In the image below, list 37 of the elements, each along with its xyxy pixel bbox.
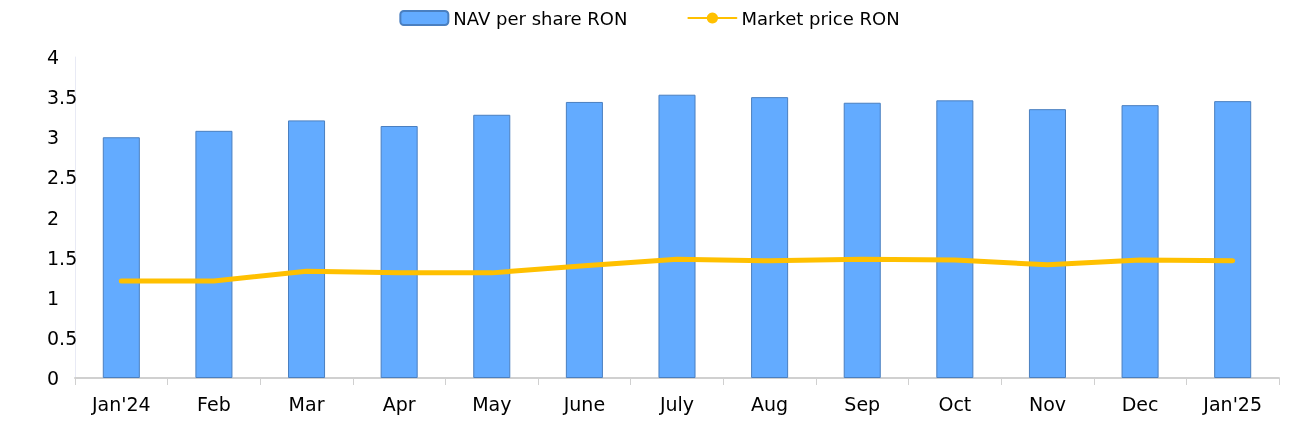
x-tick-label: Apr	[382, 392, 416, 415]
bar	[658, 94, 696, 378]
y-tick-label: 2.5	[47, 166, 78, 189]
x-tick-label: Dec	[1121, 392, 1159, 415]
x-tick-label: Mar	[288, 392, 325, 415]
x-tick-label: Nov	[1028, 392, 1067, 415]
x-tick-label: May	[472, 392, 512, 415]
bar	[1121, 105, 1159, 378]
x-tick-label: Oct	[938, 392, 972, 415]
x-tick-label: Sep	[844, 392, 881, 415]
bar	[1214, 101, 1252, 378]
bar	[288, 120, 326, 378]
bar	[936, 100, 974, 378]
x-tick-label: June	[562, 392, 606, 415]
y-tick-label: 3.5	[47, 86, 78, 109]
legend-label: Market price RON	[741, 7, 900, 29]
y-tick-label: 0	[47, 367, 60, 389]
x-tick-label: Jan'25	[1202, 392, 1263, 415]
y-tick-label: 2	[47, 206, 60, 229]
y-tick-label: 4	[47, 46, 60, 68]
bar	[380, 126, 418, 378]
bar	[195, 130, 233, 378]
bar	[473, 114, 511, 378]
bar	[102, 137, 140, 378]
bar	[751, 97, 789, 378]
y-tick-label: 3	[47, 126, 60, 149]
bar	[565, 101, 603, 378]
x-tick-label: Jan'24	[90, 392, 151, 415]
legend-label: NAV per share RON	[453, 7, 628, 29]
x-tick-label: Aug	[751, 392, 789, 415]
y-tick-label: 1.5	[47, 246, 78, 269]
y-tick-label: 0.5	[47, 326, 78, 349]
x-tick-label: Feb	[197, 392, 231, 415]
y-tick-label: 1	[47, 286, 60, 309]
bar	[1028, 109, 1066, 378]
x-tick-label: July	[658, 392, 695, 415]
bar	[843, 102, 881, 378]
